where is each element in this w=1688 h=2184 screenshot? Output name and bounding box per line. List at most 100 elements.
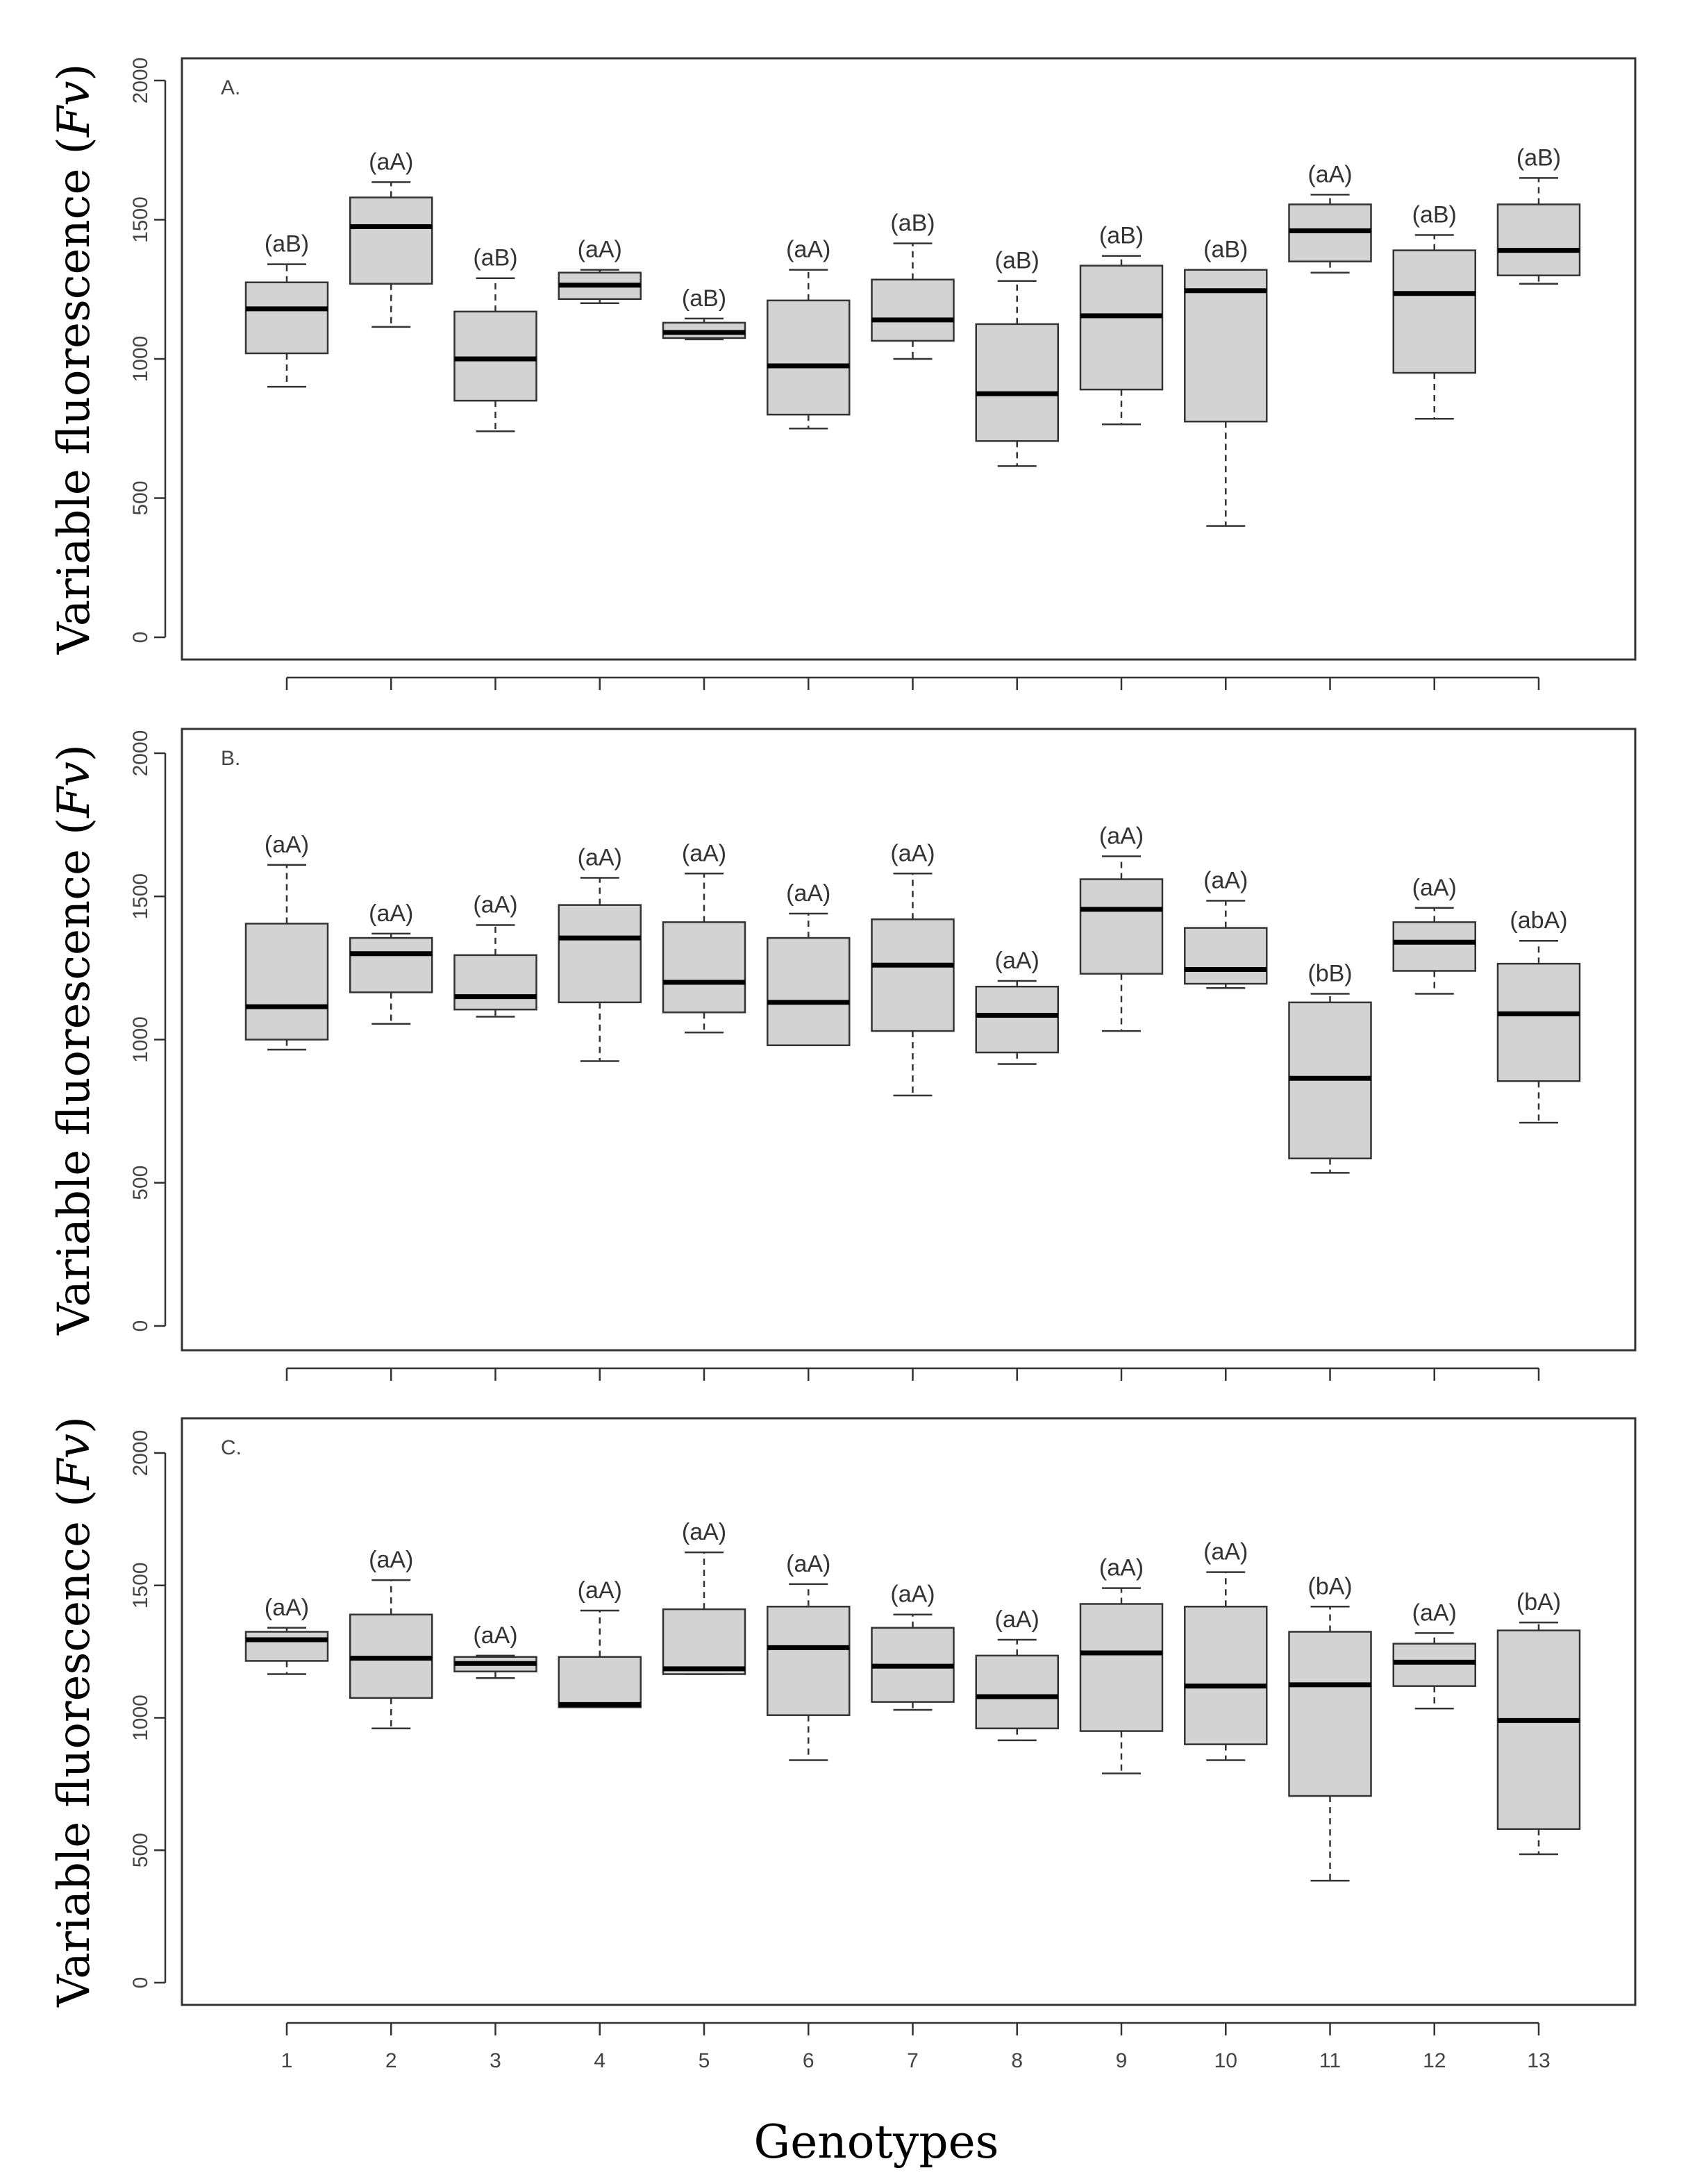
x-tick-label: 11 [1319,2049,1341,2072]
iqr-box [1079,878,1164,975]
iqr-box [1392,249,1476,374]
iqr-box [1288,1631,1372,1797]
y-axis-label-symbol: Fv [49,81,100,138]
significance-label: (bA) [1307,1573,1352,1599]
significance-label: (aA) [890,1581,935,1608]
significance-label: (aA) [1307,161,1352,187]
iqr-box [453,954,537,1011]
panel-label: A. [221,76,240,99]
iqr-box [767,1606,851,1716]
y-tick-label: 2000 [129,1430,152,1477]
box-genotype-5: (aA) [662,1519,746,1675]
iqr-box [1392,921,1476,972]
panel-label: C. [221,1436,242,1459]
box-genotype-11: (aA) [1288,161,1372,274]
box-genotype-12: (aB) [1392,202,1476,420]
box-genotype-1: (aA) [244,832,329,1051]
significance-label: (aA) [682,840,726,866]
significance-label: (aA) [1099,823,1144,850]
y-tick-label: 0 [129,1320,152,1332]
box-genotype-8: (aA) [975,948,1059,1065]
plot-frame [181,1417,1637,2006]
significance-label: (aB) [1203,237,1248,263]
significance-label: (aA) [578,844,622,871]
iqr-box [558,1656,642,1708]
panel-a: 0 500 1000 1500 2000 A. Variable fluorescence … [49,57,1637,690]
box-genotype-13: (bA) [1496,1589,1581,1856]
significance-label: (aB) [890,210,935,237]
box-genotype-9: (aB) [1079,223,1164,426]
y-tick-label: 1000 [129,1695,152,1741]
plot-frame [181,57,1637,661]
x-tick-label: 3 [490,2049,501,2072]
y-tick-label: 1000 [129,336,152,383]
iqr-box [871,278,955,342]
iqr-box [244,923,329,1041]
box-genotype-12: (aA) [1392,875,1476,995]
significance-label: (aA) [1412,875,1457,901]
box-genotype-3: (aA) [453,892,537,1018]
box-genotype-7: (aA) [871,1581,955,1711]
y-tick-label: 2000 [129,58,152,104]
significance-label: (bB) [1307,961,1352,987]
iqr-box [349,936,433,993]
iqr-box [244,1631,329,1662]
significance-label: (aA) [786,1551,830,1577]
y-axis-label: Variable fluorescence (Fv) [49,1416,100,2008]
significance-label: (aA) [1412,1599,1457,1626]
box-genotype-11: (bB) [1288,961,1372,1174]
iqr-box [975,1654,1059,1730]
iqr-box [1184,927,1268,985]
significance-label: (aA) [1203,1539,1248,1565]
box-genotype-7: (aB) [871,210,955,360]
significance-label: (aB) [1099,223,1144,249]
x-tick-label: 8 [1011,2049,1023,2072]
box-genotype-1: (aB) [244,231,329,388]
y-tick-label: 0 [129,1977,152,1989]
box-genotype-5: (aA) [662,840,746,1034]
significance-label: (aA) [265,832,309,858]
iqr-box [871,918,955,1032]
box-genotype-7: (aA) [871,840,955,1097]
x-tick-label: 4 [594,2049,605,2072]
box-genotype-11: (bA) [1288,1573,1372,1882]
y-tick-label: 2000 [129,730,152,777]
iqr-box [453,310,537,402]
significance-label: (aA) [473,892,517,918]
box-genotype-9: (aA) [1079,823,1164,1032]
x-tick-label: 9 [1116,2049,1128,2072]
box-genotype-4: (aA) [558,237,642,305]
iqr-box [1392,1643,1476,1687]
y-tick-label: 500 [129,1833,152,1867]
iqr-box [244,281,329,355]
y-tick-label: 1000 [129,1016,152,1063]
box-genotype-13: (abA) [1496,907,1581,1124]
x-tick-label: 12 [1423,2049,1446,2072]
x-axis-label: Genotypes [753,2115,998,2169]
significance-label: (aA) [995,1606,1039,1633]
box-genotype-1: (aA) [244,1595,329,1675]
box-genotype-10: (aA) [1184,867,1268,989]
box-genotype-13: (aB) [1496,144,1581,285]
box-genotype-8: (aB) [975,248,1059,467]
significance-label: (aA) [578,1577,622,1604]
box-genotype-2: (aA) [349,900,433,1025]
iqr-box [767,299,851,416]
iqr-box [1079,1603,1164,1732]
box-genotype-2: (aA) [349,149,433,328]
box-genotype-4: (aA) [558,844,642,1062]
significance-label: (aA) [265,1595,309,1621]
y-tick-label: 0 [129,632,152,644]
box-genotype-4: (aA) [558,1577,642,1708]
box-genotype-6: (aA) [767,880,851,1046]
significance-label: (abA) [1510,907,1567,934]
box-genotype-6: (aA) [767,1551,851,1761]
significance-label: (aA) [369,1547,413,1573]
y-tick-label: 500 [129,1166,152,1200]
significance-label: (aA) [995,948,1039,974]
x-tick-label: 5 [699,2049,710,2072]
y-tick-label: 500 [129,480,152,515]
x-tick-label: 7 [907,2049,919,2072]
significance-label: (aA) [786,880,830,907]
y-axis-label-symbol: Fv [49,762,100,818]
